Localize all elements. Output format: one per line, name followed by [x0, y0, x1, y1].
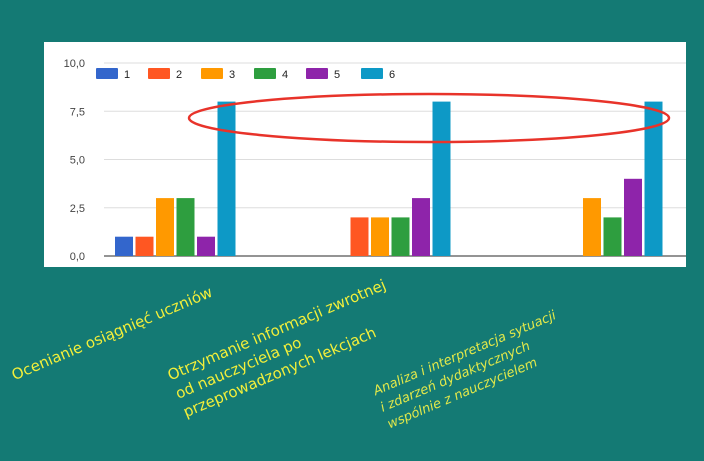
- bar-5-0: [197, 236, 215, 256]
- legend-label-1: 1: [124, 69, 130, 81]
- legend-label-3: 3: [229, 69, 235, 81]
- chart-panel: 0,0 2,5 5,0 7,5 10,0 1 2 3 4 5 6: [44, 42, 686, 267]
- bar-6-0: [217, 101, 236, 256]
- bar-2-1: [350, 217, 369, 256]
- y-tick-label-4: 10,0: [64, 58, 85, 70]
- legend-swatch-1: [96, 68, 118, 79]
- bar-5-1: [412, 198, 430, 256]
- bar-4-0: [176, 198, 195, 256]
- legend-swatch-4: [254, 68, 276, 79]
- y-tick-label-0: 0,0: [70, 251, 85, 263]
- legend-label-4: 4: [282, 69, 288, 81]
- bar-1-0: [115, 236, 133, 256]
- bar-3-2: [583, 198, 601, 256]
- bar-3-0: [156, 198, 174, 256]
- bar-4-1: [391, 217, 410, 256]
- y-tick-label-3: 7,5: [70, 106, 85, 118]
- bar-3-1: [371, 217, 389, 256]
- legend-swatch-5: [306, 68, 328, 79]
- legend-swatch-2: [148, 68, 170, 79]
- highlight-ellipse: [187, 92, 671, 144]
- bar-4-2: [603, 217, 622, 256]
- legend-swatch-6: [361, 68, 383, 79]
- legend-label-6: 6: [389, 69, 395, 81]
- y-tick-label-1: 2,5: [70, 203, 85, 215]
- bar-2-0: [135, 236, 154, 256]
- y-tick-label-2: 5,0: [70, 155, 85, 167]
- bar-6-1: [432, 101, 451, 256]
- legend-label-2: 2: [176, 69, 182, 81]
- bar-6-2: [644, 101, 663, 256]
- bar-5-2: [624, 178, 642, 256]
- bar-chart: 0,0 2,5 5,0 7,5 10,0 1 2 3 4 5 6: [64, 58, 686, 263]
- legend-label-5: 5: [334, 69, 340, 81]
- legend-swatch-3: [201, 68, 223, 79]
